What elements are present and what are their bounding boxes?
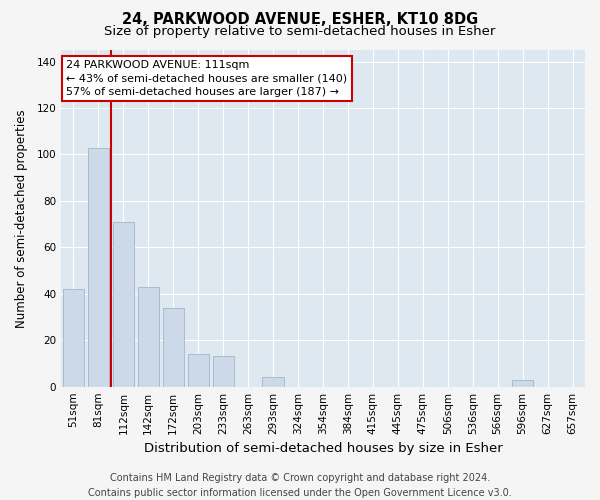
Text: 24, PARKWOOD AVENUE, ESHER, KT10 8DG: 24, PARKWOOD AVENUE, ESHER, KT10 8DG — [122, 12, 478, 28]
Bar — [113, 222, 134, 386]
Bar — [212, 356, 234, 386]
Y-axis label: Number of semi-detached properties: Number of semi-detached properties — [15, 109, 28, 328]
Bar — [163, 308, 184, 386]
Text: Contains HM Land Registry data © Crown copyright and database right 2024.
Contai: Contains HM Land Registry data © Crown c… — [88, 472, 512, 498]
X-axis label: Distribution of semi-detached houses by size in Esher: Distribution of semi-detached houses by … — [143, 442, 502, 455]
Bar — [63, 289, 84, 386]
Text: Size of property relative to semi-detached houses in Esher: Size of property relative to semi-detach… — [104, 25, 496, 38]
Bar — [88, 148, 109, 386]
Bar — [262, 378, 284, 386]
Bar — [137, 287, 159, 386]
Bar — [512, 380, 533, 386]
Bar — [188, 354, 209, 386]
Text: 24 PARKWOOD AVENUE: 111sqm
← 43% of semi-detached houses are smaller (140)
57% o: 24 PARKWOOD AVENUE: 111sqm ← 43% of semi… — [66, 60, 347, 96]
